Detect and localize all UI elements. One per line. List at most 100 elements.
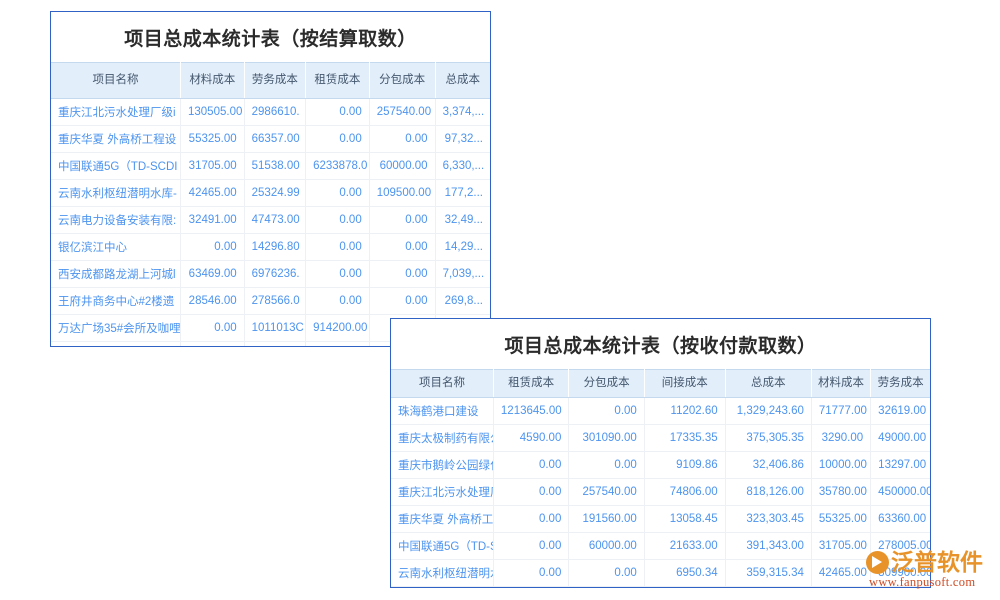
value-cell: 0.00 (493, 505, 570, 533)
project-name-cell: 珠海鹤港口建设 (391, 397, 494, 425)
table-body-settlement[interactable]: 重庆江北污水处理厂级i 130505.00 2986610. 0.00 257540.0… (51, 98, 490, 346)
value-cell: 21633.00 (644, 532, 726, 560)
value-cell: 0.00 (493, 532, 570, 560)
value-cell: 0.00 (305, 179, 370, 207)
project-name-cell: 银亿滨江中心 (51, 233, 181, 261)
value-cell: 11921.33 (644, 586, 726, 587)
column-header[interactable]: 项目名称 (51, 62, 181, 99)
table-row[interactable]: 云南电力设备安装有0.000.0011921.33322,845.3323461… (391, 586, 930, 587)
project-name-cell: 重庆市鹅岭公园绿化 (391, 451, 494, 479)
value-cell: 42465.00 (180, 179, 245, 207)
project-name-cell: 重庆江北污水处理厂级i (51, 98, 181, 126)
project-name-cell: 万达办公楼左侧A、B办 (51, 341, 181, 346)
value-cell: 323,303.45 (725, 505, 812, 533)
value-cell: 0.00 (369, 125, 436, 153)
value-cell: 60000.00 (568, 532, 645, 560)
column-header[interactable]: 劳务成本 (244, 62, 307, 99)
table-row[interactable]: 王府井商务中心#2楼遗 28546.00 278566.0 0.00 0.00 269,8… (51, 287, 490, 315)
project-name-cell: 重庆华夏 外高桥工程 (391, 505, 494, 533)
value-cell: 257540.00 (369, 98, 436, 126)
column-header[interactable]: 项目名称 (391, 369, 494, 398)
column-header[interactable]: 租赁成本 (305, 62, 370, 99)
value-cell: 9109.86 (644, 451, 726, 479)
value-cell: 47473.00 (244, 206, 307, 234)
value-cell: 0.00 (568, 559, 645, 587)
header-row: 项目名称 材料成本 劳务成本 租赁成本 分包成本 总成本 (51, 62, 490, 99)
table-row[interactable]: 中国联通5G（TD-S 0.00 60000.00 21633.00 391,343.0… (391, 532, 930, 560)
table-row[interactable]: 重庆华夏 外高桥工程设 55325.00 66357.00 0.00 0.00 97,32… (51, 125, 490, 153)
table-header-settlement: 项目名称 材料成本 劳务成本 租赁成本 分包成本 总成本 (51, 62, 490, 99)
value-cell: 31705.00 (811, 532, 872, 560)
report-panel-payment[interactable]: 项目总成本统计表（按收付款取数） 项目名称 租赁成本 分包成本 间接成本 总成本 材料成本… (390, 318, 931, 588)
value-cell: 74806.00 (644, 478, 726, 506)
value-cell: 0.00 (305, 233, 370, 261)
project-name-cell: 云南水利枢纽潜明水库- (51, 179, 181, 207)
report-table-payment[interactable]: 项目名称 租赁成本 分包成本 间接成本 总成本 材料成本 劳务成本 珠海鹤港口建设 12136… (391, 369, 930, 587)
table-row[interactable]: 云南电力设备安装有限: 32491.00 47473.00 0.00 0.00 32,49… (51, 206, 490, 234)
value-cell: 49000.00 (870, 424, 930, 452)
table-body-payment[interactable]: 珠海鹤港口建设 1213645.00 0.00 11202.60 1,329,243.6… (391, 397, 930, 587)
value-cell: 0.00 (244, 341, 307, 346)
column-header[interactable]: 劳务成本 (870, 369, 930, 398)
value-cell: 359,315.34 (725, 559, 812, 587)
value-cell: 269,8... (435, 287, 490, 315)
column-header[interactable]: 租赁成本 (493, 369, 570, 398)
column-header[interactable]: 分包成本 (568, 369, 645, 398)
table-row[interactable]: 云南水利枢纽潜明水库- 42465.00 25324.99 0.00 109500.00… (51, 179, 490, 207)
value-cell: 17335.35 (644, 424, 726, 452)
value-cell: 278566.0 (244, 287, 307, 315)
table-row[interactable]: 云南水利枢纽潜明水 0.00 0.00 6950.34 359,315.34 42465.… (391, 559, 930, 587)
value-cell: 7,039,... (435, 260, 490, 288)
value-cell: 0.00 (180, 233, 245, 261)
column-header[interactable]: 总成本 (435, 62, 490, 99)
value-cell: 0.00 (305, 98, 370, 126)
table-row[interactable]: 西安成都路龙湖上河城l 63469.00 6976236. 0.00 0.00 7,039… (51, 260, 490, 288)
table-row[interactable]: 重庆市鹅岭公园绿化 0.00 0.00 9109.86 32,406.86 10000.0… (391, 451, 930, 479)
table-row[interactable]: 重庆江北污水处理厂级i 130505.00 2986610. 0.00 257540.0… (51, 98, 490, 126)
value-cell: 0.00 (180, 314, 245, 342)
table-row[interactable]: 重庆江北污水处理厂 0.00 257540.00 74806.00 818,126.00… (391, 478, 930, 506)
project-name-cell: 万达广场35#会所及咖哩 (51, 314, 181, 342)
value-cell: 60000.00 (369, 152, 436, 180)
table-row[interactable]: 中国联通5G（TD-SCDI 31705.00 51538.00 6233878.0 6… (51, 152, 490, 180)
value-cell: 177,2... (435, 179, 490, 207)
column-header[interactable]: 材料成本 (811, 369, 872, 398)
column-header[interactable]: 材料成本 (180, 62, 245, 99)
table-row[interactable]: 珠海鹤港口建设 1213645.00 0.00 11202.60 1,329,243.6… (391, 397, 930, 425)
value-cell: 3,374,... (435, 98, 490, 126)
project-name-cell: 重庆江北污水处理厂 (391, 478, 494, 506)
report-panel-settlement[interactable]: 项目总成本统计表（按结算取数） 项目名称 材料成本 劳务成本 租赁成本 分包成本 总成本 … (50, 11, 491, 347)
table-row[interactable]: 重庆太极制药有限公 4590.00 301090.00 17335.35 375,305… (391, 424, 930, 452)
value-cell: 0.00 (493, 478, 570, 506)
value-cell: 11202.60 (644, 397, 726, 425)
column-header[interactable]: 分包成本 (369, 62, 436, 99)
value-cell: 818,126.00 (725, 478, 812, 506)
table-row[interactable]: 重庆华夏 外高桥工程0.00191560.0013058.45323,303.4… (391, 505, 930, 533)
column-header[interactable]: 间接成本 (644, 369, 726, 398)
value-cell: 13297.00 (870, 451, 930, 479)
value-cell: 322,845.33 (725, 586, 812, 587)
value-cell: 28546.00 (180, 287, 245, 315)
table-row[interactable]: 银亿滨江中心 0.00 14296.80 0.00 0.00 14,29... (51, 233, 490, 261)
value-cell: 31705.00 (180, 152, 245, 180)
value-cell: 6976236. (244, 260, 307, 288)
project-name-cell: 中国联通5G（TD-S (391, 532, 494, 560)
column-header[interactable]: 总成本 (725, 369, 812, 398)
value-cell: 0.00 (568, 451, 645, 479)
value-cell: 32,406.86 (725, 451, 812, 479)
header-row: 项目名称 租赁成本 分包成本 间接成本 总成本 材料成本 劳务成本 (391, 369, 930, 398)
value-cell: 14296.80 (244, 233, 307, 261)
value-cell: 51538.00 (244, 152, 307, 180)
project-name-cell: 重庆华夏 外高桥工程设 (51, 125, 181, 153)
report-table-settlement[interactable]: 项目名称 材料成本 劳务成本 租赁成本 分包成本 总成本 重庆江北污水处理厂级i 13050… (51, 62, 490, 346)
value-cell: 32,49... (435, 206, 490, 234)
value-cell: 0.00 (568, 586, 645, 587)
value-cell: 6233878.0 (305, 152, 370, 180)
value-cell: 32491.00 (180, 206, 245, 234)
value-cell: 0.00 (493, 451, 570, 479)
value-cell: 0.00 (493, 559, 570, 587)
value-cell: 6,330,... (435, 152, 490, 180)
value-cell: 301090.00 (568, 424, 645, 452)
value-cell: 13058.45 (644, 505, 726, 533)
